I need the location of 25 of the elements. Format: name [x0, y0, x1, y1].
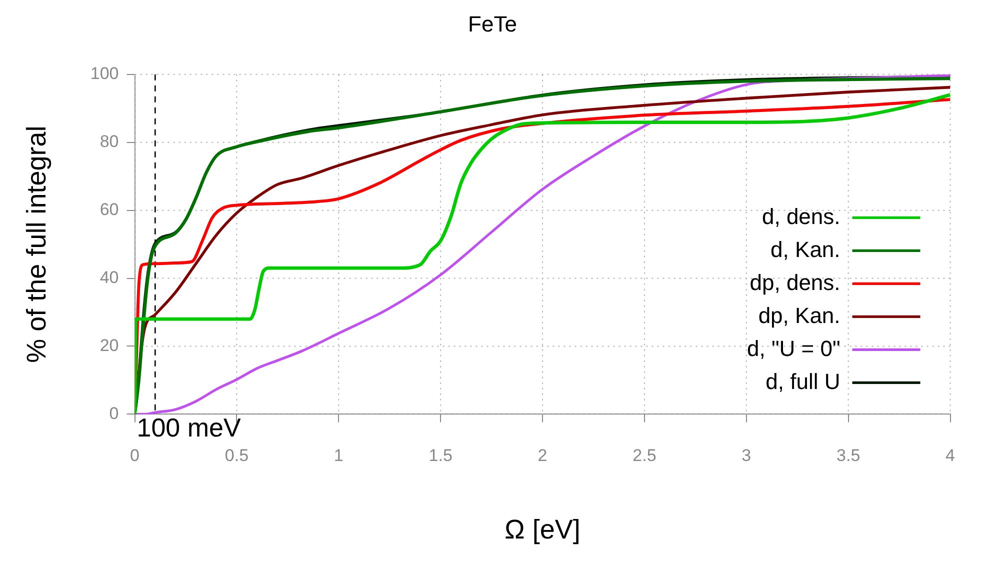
x-tick-label: 1.5	[428, 446, 452, 466]
x-tick-label: 1	[334, 446, 344, 466]
ref-line-label: 100 meV	[136, 412, 242, 442]
legend-label: dp, dens.	[750, 270, 840, 295]
y-tick-label: 100	[90, 64, 119, 84]
chart-title: FeTe	[468, 11, 517, 36]
legend-label: d, dens.	[762, 204, 840, 229]
x-tick-label: 0	[130, 446, 140, 466]
x-tick-label: 4	[946, 446, 956, 466]
y-tick-label: 20	[100, 336, 119, 355]
x-tick-label: 2.5	[632, 446, 656, 466]
x-axis-title: Ω [eV]	[504, 514, 580, 544]
x-tick-label: 3	[742, 446, 752, 466]
x-tick-label: 2	[538, 446, 548, 466]
x-tick-label: 3.5	[836, 446, 860, 466]
x-tick-label: 0.5	[224, 446, 249, 466]
legend-label: d, Kan.	[770, 236, 840, 262]
legend-label: d, "U = 0"	[746, 336, 840, 361]
y-tick-label: 60	[100, 200, 119, 220]
y-axis-title: % of the full integral	[22, 126, 52, 363]
legend-label: dp, Kan.	[758, 302, 840, 328]
y-tick-label: 0	[109, 404, 119, 423]
legend-label: d, full U	[766, 368, 840, 394]
y-tick-label: 80	[100, 132, 119, 152]
y-tick-label: 40	[100, 268, 119, 287]
